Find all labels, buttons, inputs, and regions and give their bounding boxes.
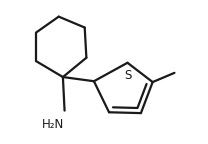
Text: H₂N: H₂N	[42, 118, 64, 130]
Text: S: S	[125, 69, 132, 82]
